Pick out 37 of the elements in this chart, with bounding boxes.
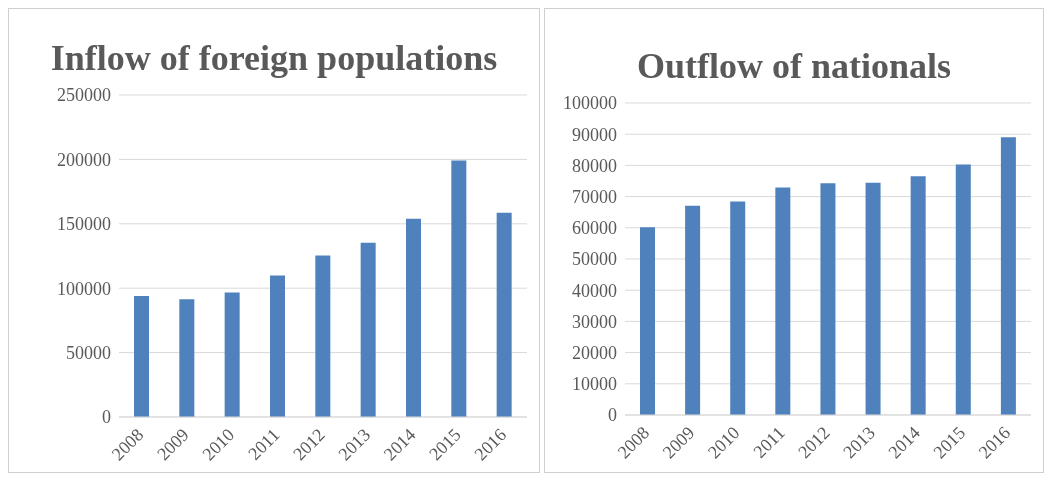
- bar: [134, 295, 149, 417]
- y-tick-label: 90000: [572, 124, 617, 145]
- bar: [179, 299, 195, 417]
- bar: [820, 183, 836, 415]
- y-tick-label: 250000: [57, 85, 111, 106]
- y-tick-label: 20000: [572, 342, 617, 363]
- y-tick-label: 50000: [66, 342, 111, 363]
- chart-title: Outflow of nationals: [635, 45, 952, 88]
- y-tick-label: 0: [608, 405, 617, 426]
- bar: [640, 227, 655, 415]
- y-tick-label: 40000: [572, 280, 617, 301]
- y-tick-label: 70000: [572, 186, 617, 207]
- y-tick-label: 80000: [572, 155, 617, 176]
- y-tick-label: 0: [102, 407, 111, 428]
- bar: [1000, 137, 1016, 415]
- bar: [910, 176, 926, 415]
- bar: [270, 275, 285, 417]
- y-tick-label: 30000: [572, 311, 617, 332]
- y-tick-label: 200000: [57, 149, 111, 170]
- bar: [685, 205, 701, 415]
- y-tick-label: 10000: [572, 374, 617, 395]
- bar: [775, 187, 791, 415]
- bar: [730, 201, 746, 415]
- bar: [955, 164, 971, 415]
- chart-title: Inflow of foreign populations: [49, 37, 499, 80]
- bar: [315, 255, 331, 417]
- bar: [865, 182, 881, 415]
- bar: [496, 212, 512, 417]
- y-tick-label: 50000: [572, 249, 617, 270]
- y-tick-label: 60000: [572, 218, 617, 239]
- bar: [224, 292, 240, 417]
- bar: [406, 218, 421, 417]
- y-tick-label: 150000: [57, 214, 111, 235]
- y-tick-label: 100000: [57, 278, 111, 299]
- bar: [451, 160, 467, 417]
- y-tick-label: 100000: [563, 93, 617, 114]
- bar: [360, 242, 376, 417]
